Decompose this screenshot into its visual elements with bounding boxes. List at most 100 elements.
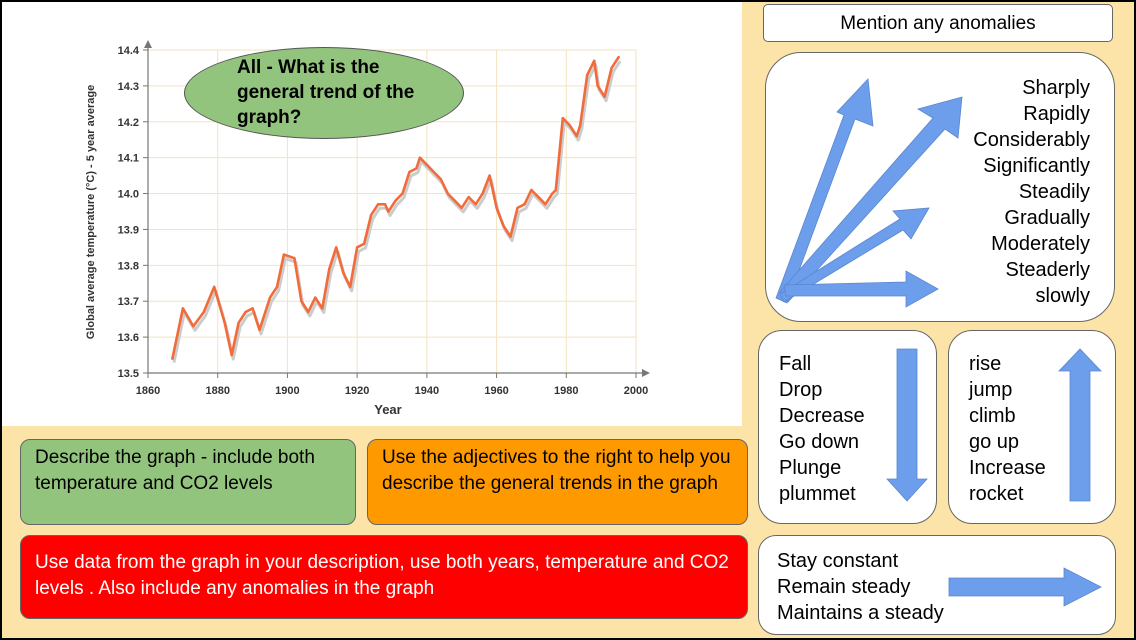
y-axis-label: Global average temperature (°C) - 5 year… <box>85 85 97 339</box>
data-point <box>376 203 380 206</box>
y-tick-label: 14.1 <box>118 153 139 165</box>
down-arrow-icon <box>886 348 928 502</box>
y-tick-label: 14.2 <box>118 117 139 129</box>
y-tick-label: 14.3 <box>118 81 139 93</box>
data-point <box>425 163 429 166</box>
rise-word: Increase <box>969 457 1046 479</box>
data-point <box>408 170 411 174</box>
describe-task-box: Describe the graph - include both temper… <box>20 439 356 525</box>
data-point <box>575 134 578 138</box>
data-point <box>586 73 589 77</box>
question-oval <box>184 47 464 139</box>
rise-word: rocket <box>969 483 1024 505</box>
data-point <box>474 203 477 206</box>
series-line <box>171 55 620 360</box>
question-oval-text: All - What is the general trend of the g… <box>237 57 415 128</box>
fan-arrows-icon <box>775 78 963 308</box>
x-tick-label: 1900 <box>275 385 299 397</box>
data-point <box>342 271 345 274</box>
data-point <box>321 307 324 310</box>
adverb-item: Rapidly <box>1023 103 1090 125</box>
x-tick-label: 1860 <box>136 385 160 397</box>
data-point <box>551 192 554 195</box>
data-point <box>554 188 557 192</box>
data-point <box>335 246 338 249</box>
constant-word-list: Stay constant Remain steady Maintains a … <box>777 548 944 626</box>
rise-word: climb <box>969 405 1016 427</box>
data-point <box>432 170 435 174</box>
data-point <box>282 253 286 256</box>
data-task-box: Use data from the graph in your descript… <box>20 535 748 619</box>
adverb-item: Significantly <box>983 155 1090 177</box>
data-point <box>223 321 226 324</box>
x-axis-arrowhead <box>642 369 650 377</box>
y-axis-arrowhead <box>144 40 152 48</box>
data-point <box>467 195 470 199</box>
data-point <box>307 310 310 314</box>
adverb-list: Sharply Rapidly Considerably Significant… <box>973 75 1090 309</box>
data-point <box>192 325 195 328</box>
data-point <box>488 174 491 177</box>
data-point <box>213 285 216 289</box>
x-tick-label: 1980 <box>554 385 578 397</box>
y-tick-label: 13.5 <box>118 368 139 380</box>
series-shadow-line <box>172 60 622 363</box>
data-point <box>544 203 547 206</box>
rise-word: go up <box>969 431 1020 453</box>
x-tick-label: 1960 <box>484 385 508 397</box>
adverb-item: Considerably <box>973 129 1090 151</box>
data-point <box>568 124 571 127</box>
data-point <box>509 235 512 238</box>
data-point <box>349 285 352 289</box>
y-tick-label: 13.8 <box>118 260 139 272</box>
data-point <box>418 156 422 159</box>
constant-word: Remain steady <box>777 576 911 598</box>
data-point <box>523 203 526 206</box>
rise-word: jump <box>969 379 1013 401</box>
chart-panel: 13.5 13.6 13.7 13.8 13.9 14.0 14.1 14.2 14.3 14.4… <box>2 2 742 426</box>
data-point <box>516 206 519 210</box>
adverb-item: Sharply <box>1022 77 1090 99</box>
data-point <box>401 192 404 195</box>
data-point <box>460 206 463 210</box>
anomalies-box: Mention any anomalies <box>763 4 1113 42</box>
data-point <box>495 206 498 210</box>
adverb-item: Steadily <box>1018 181 1090 203</box>
data-point <box>268 296 272 299</box>
fall-word: Plunge <box>779 457 842 479</box>
data-point <box>415 167 418 170</box>
data-point <box>453 199 456 202</box>
adverb-item: slowly <box>1035 285 1090 307</box>
y-tick-label: 14.4 <box>118 45 140 57</box>
data-point <box>537 195 540 199</box>
data-point <box>251 307 254 310</box>
data-point <box>369 213 373 217</box>
constant-word: Maintains a steady <box>777 602 944 624</box>
data-point <box>258 328 261 332</box>
data-point <box>593 59 596 62</box>
data-point <box>387 210 390 213</box>
adverbs-box: Sharply Rapidly Considerably Significant… <box>765 52 1115 322</box>
data-point <box>561 117 564 120</box>
data-point <box>502 224 505 228</box>
data-point <box>579 124 582 127</box>
x-axis-label: Year <box>374 402 401 417</box>
data-point <box>355 246 359 249</box>
data-point <box>439 178 442 181</box>
data-point <box>481 192 484 195</box>
data-point <box>237 321 240 324</box>
y-tick-label: 14.0 <box>118 189 139 201</box>
y-tick-label: 13.6 <box>118 332 139 344</box>
data-point <box>244 310 247 314</box>
fall-word: Go down <box>779 431 860 453</box>
data-point <box>328 267 331 271</box>
fall-words-box: Fall Drop Decrease Go down Plunge plumme… <box>758 330 937 524</box>
data-point <box>617 56 620 59</box>
y-tick-label: 13.9 <box>118 224 139 236</box>
data-point <box>314 296 317 299</box>
data-point <box>603 95 606 98</box>
rise-word-list: rise jump climb go up Increase rocket <box>969 351 1046 507</box>
data-point <box>293 257 296 260</box>
fall-word: Decrease <box>779 405 865 427</box>
data-point <box>275 285 279 289</box>
